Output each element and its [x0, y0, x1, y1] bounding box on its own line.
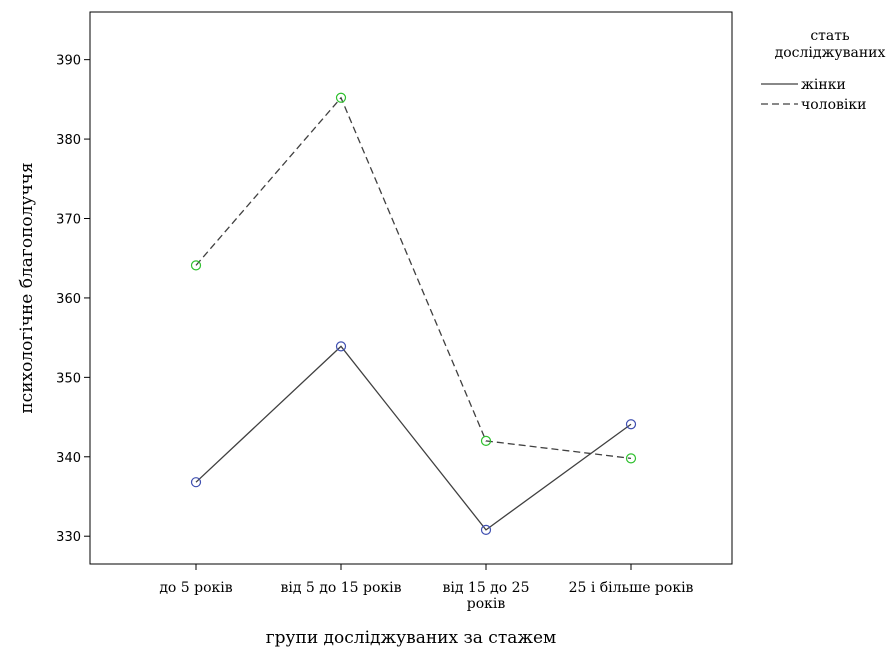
- series-line: [195, 96, 632, 460]
- legend-title: стать досліджуваних: [775, 28, 886, 61]
- axes: 330 340 350 360 370 380 390 до 5 років від 5 до …: [56, 54, 693, 612]
- y-tick-label: 350: [56, 371, 81, 386]
- data-point: [335, 92, 347, 103]
- data-point: [480, 435, 492, 446]
- data-point: [335, 341, 347, 352]
- data-point: [625, 419, 637, 430]
- y-axis-label: психологічне благополуччя: [17, 162, 37, 413]
- plot-frame: [89, 11, 733, 565]
- y-tick-label: 390: [56, 54, 81, 69]
- series-women: [190, 341, 637, 535]
- x-tick-label: до 5 років: [159, 580, 232, 596]
- legend: стать досліджуваних жінки чоловіки: [761, 28, 885, 113]
- series-men: [190, 92, 637, 464]
- legend-entry: чоловіки: [801, 97, 866, 113]
- x-tick-label: 25 і більше років: [569, 580, 694, 596]
- data-point: [480, 524, 492, 535]
- y-tick-label: 380: [56, 133, 81, 148]
- x-axis-label: групи досліджуваних за стажем: [266, 628, 557, 648]
- data-point: [190, 260, 202, 271]
- data-point: [625, 453, 637, 464]
- y-tick-label: 340: [56, 451, 81, 466]
- y-tick-label: 370: [56, 213, 81, 228]
- data-point: [190, 477, 202, 488]
- series-group: [190, 92, 637, 535]
- y-tick-label: 330: [56, 530, 81, 545]
- plot-area: [89, 11, 733, 565]
- x-tick-label: від 5 до 15 років: [280, 580, 401, 596]
- legend-entry: жінки: [801, 77, 846, 93]
- series-line: [195, 345, 632, 531]
- y-tick-label: 360: [56, 292, 81, 307]
- x-tick-label: від 15 до 25 років: [442, 580, 529, 612]
